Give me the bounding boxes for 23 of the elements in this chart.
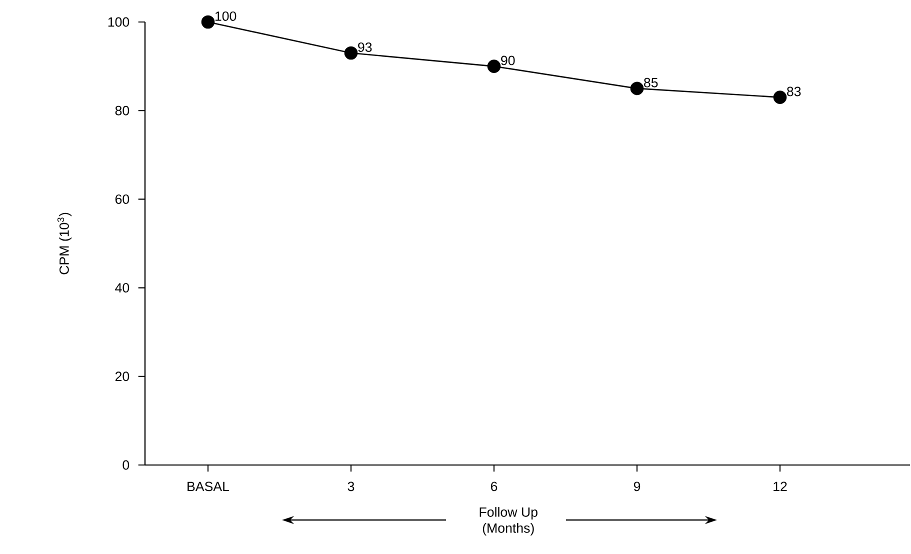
x-tick-label: 3: [348, 482, 354, 492]
y-tick-label: 80: [115, 106, 130, 116]
data-label: 85: [644, 78, 658, 88]
x-tick-label: 12: [774, 482, 787, 492]
x-tick-label: 9: [634, 482, 640, 492]
y-tick-label: 40: [115, 283, 130, 293]
y-tick-label: 20: [115, 372, 130, 382]
y-axis-title: CPM (10$^{3}$): [57, 212, 72, 274]
point: [344, 46, 358, 60]
data-label: 93: [358, 42, 372, 52]
y-tick-label: 60: [115, 194, 130, 204]
y-tick-label: 100: [108, 17, 130, 27]
point: [201, 15, 215, 29]
x-tick-label: BASAL: [188, 482, 230, 492]
data-label: 90: [501, 56, 515, 66]
point: [630, 82, 644, 96]
point: [773, 90, 787, 104]
data-label: 83: [787, 86, 801, 96]
x-tick-label: 6: [490, 482, 498, 492]
point: [487, 60, 501, 73]
data-label: 100: [215, 11, 236, 21]
x-axis-title: Follow Up (Months): [480, 507, 538, 536]
y-tick-label: 0: [122, 460, 130, 470]
